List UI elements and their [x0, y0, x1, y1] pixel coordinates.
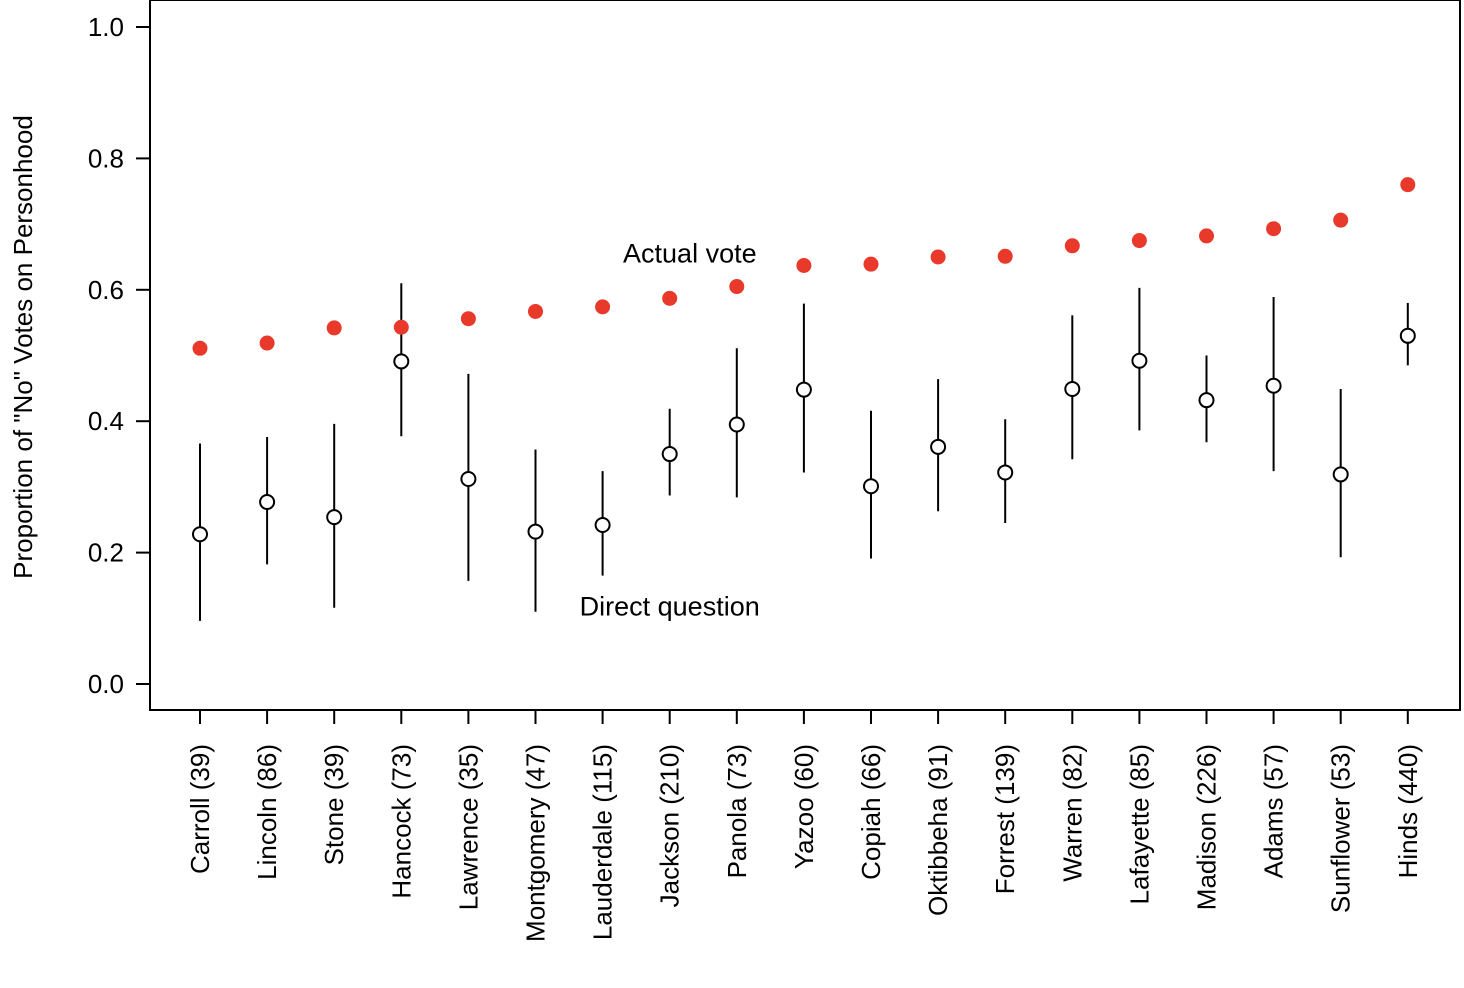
data-points [192, 177, 1416, 543]
direct-question-point [460, 471, 477, 488]
direct-question-point [594, 517, 611, 534]
y-tick-label: 0.0 [88, 669, 124, 699]
x-tick-label: Sunflower (53) [1326, 744, 1356, 913]
direct-question-point [863, 478, 879, 495]
direct-question-point [259, 494, 276, 511]
x-tick-label: Yazoo (60) [789, 744, 819, 869]
x-tick-label: Lincoln (86) [252, 744, 282, 880]
x-axis: Carroll (39) Lincoln (86) Stone (39) Hancoc… [185, 710, 1423, 942]
x-tick-label: Jackson (210) [655, 744, 685, 907]
actual-vote-point [729, 279, 745, 295]
x-tick-label: Madison (226) [1192, 744, 1222, 910]
x-tick-label: Warren (82) [1057, 744, 1087, 882]
actual-vote-point [1064, 238, 1080, 254]
actual-vote-point [662, 290, 678, 306]
actual-vote-point [930, 249, 946, 265]
actual-vote-point [1199, 228, 1214, 244]
direct-question-point [997, 464, 1014, 481]
y-axis-label: Proportion of "No" Votes on Personhood [8, 115, 38, 579]
y-axis: 0.0 0.2 0.4 0.6 0.8 1.0 [88, 12, 150, 699]
x-tick-label: Lawrence (35) [453, 744, 483, 910]
y-tick-label: 0.8 [88, 143, 124, 173]
direct-question-point [192, 526, 208, 543]
direct-question-point [661, 446, 678, 463]
direct-question-point [393, 353, 410, 370]
actual-vote-point [997, 248, 1013, 264]
x-tick-label: Stone (39) [319, 744, 349, 865]
direct-question-point [1064, 381, 1081, 398]
actual-vote-point [796, 257, 812, 273]
direct-question-point [527, 523, 544, 540]
annotation-label: Actual vote [623, 239, 757, 269]
y-tick-label: 0.2 [88, 538, 124, 568]
annotation-label: Direct question [580, 591, 760, 621]
direct-question-point [326, 509, 343, 526]
actual-vote-point [393, 319, 409, 335]
x-tick-label: Montgomery (47) [521, 744, 551, 942]
error-bars [199, 283, 1409, 621]
actual-vote-point [1131, 233, 1147, 249]
x-tick-label: Panola (73) [722, 744, 752, 878]
x-tick-label: Carroll (39) [185, 744, 215, 874]
annotations: Actual vote Direct question [580, 239, 760, 622]
actual-vote-point [1266, 221, 1282, 237]
actual-vote-point [259, 335, 275, 351]
x-tick-label: Lauderdale (115) [588, 744, 618, 940]
actual-vote-point [595, 299, 611, 315]
direct-question-point [1131, 352, 1148, 369]
actual-vote-point [1400, 177, 1416, 193]
direct-question-point [1399, 327, 1416, 344]
y-tick-label: 0.6 [88, 275, 124, 305]
direct-question-point [1265, 377, 1282, 394]
actual-vote-point [528, 303, 543, 319]
actual-vote-point [326, 320, 342, 336]
x-tick-label: Adams (57) [1259, 744, 1289, 878]
direct-question-point [1198, 392, 1215, 409]
actual-vote-point [863, 256, 879, 272]
y-tick-label: 1.0 [88, 12, 124, 42]
actual-vote-point [1333, 212, 1349, 228]
actual-vote-point [460, 311, 476, 327]
direct-question-point [930, 438, 947, 455]
direct-question-point [1332, 466, 1349, 483]
direct-question-point [795, 381, 812, 398]
x-tick-label: Hancock (73) [386, 744, 416, 899]
x-tick-label: Hinds (440) [1393, 744, 1423, 878]
x-tick-label: Copiah (66) [856, 744, 886, 880]
direct-question-point [728, 416, 745, 433]
y-tick-label: 0.4 [88, 406, 124, 436]
x-tick-label: Lafayette (85) [1124, 744, 1154, 904]
x-tick-label: Forrest (139) [990, 744, 1020, 894]
x-tick-label: Oktibbeha (91) [923, 744, 953, 916]
plot-frame [149, 0, 1461, 711]
actual-vote-point [192, 340, 208, 356]
